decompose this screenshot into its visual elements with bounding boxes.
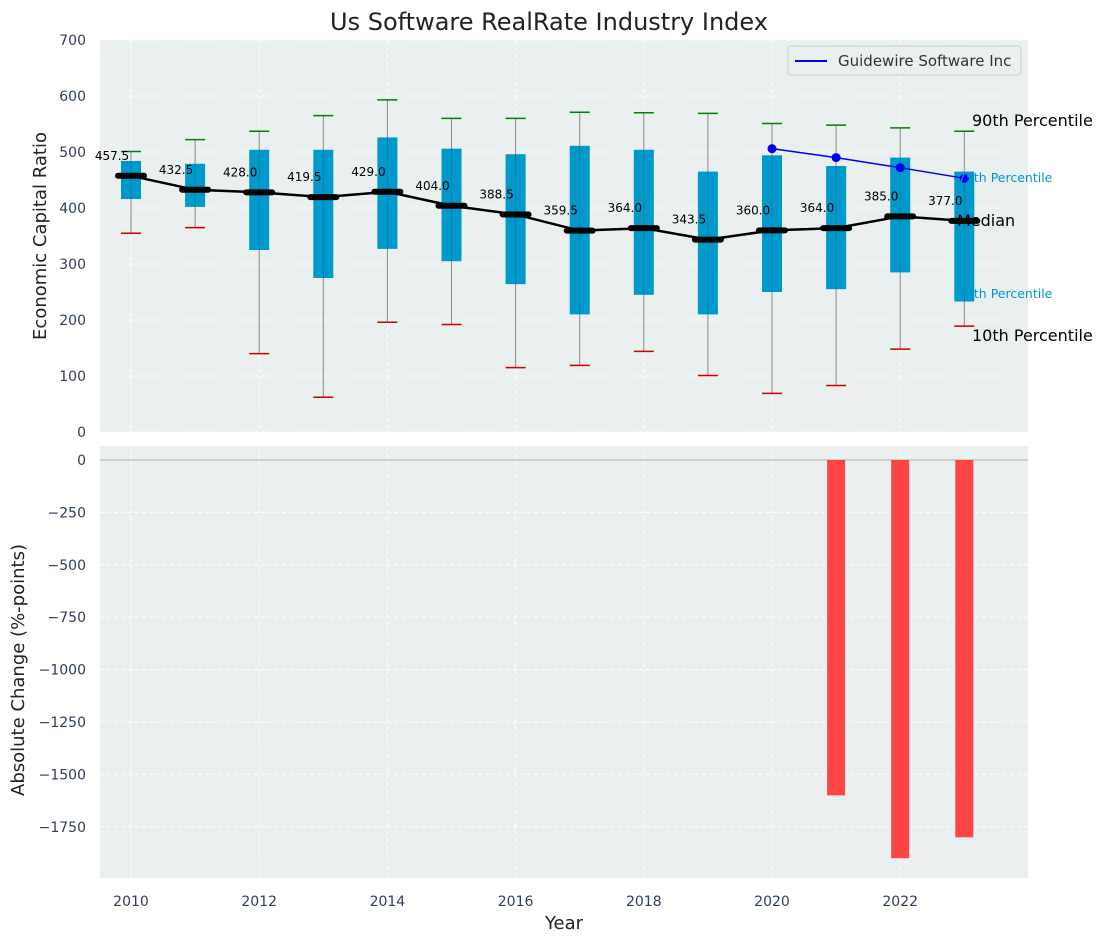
median-label: Median (957, 211, 1015, 230)
bottom-y-tick-label: −250 (48, 505, 86, 521)
median-value-label: 377.0 (928, 194, 962, 208)
x-tick-label: 2014 (370, 894, 406, 910)
median-value-label: 457.5 (95, 149, 129, 163)
bottom-y-tick-label: 0 (77, 453, 86, 469)
company-line (771, 147, 965, 180)
bottom-y-tick-label: −500 (48, 558, 86, 574)
x-tick-label: 2012 (241, 894, 277, 910)
bottom-y-tick-label: −750 (48, 610, 86, 626)
median-value-label: 343.5 (672, 213, 706, 227)
median-value-label: 432.5 (159, 163, 193, 177)
top-y-tick-label: 500 (59, 145, 86, 161)
legend-company-name: Guidewire Software Inc (838, 52, 1011, 70)
bottom-y-ticks: 0 −250 −500 −750 −1000 −1250 −1500 −1750 (39, 453, 86, 836)
median-value-label: 385.0 (864, 189, 898, 203)
median-value-label: 428.0 (223, 165, 257, 179)
bottom-y-tick-label: −1500 (39, 767, 86, 783)
change-bars (827, 460, 974, 859)
company-series (767, 144, 969, 183)
legend: Guidewire Software Inc (787, 45, 1022, 76)
top-y-tick-label: 400 (59, 201, 86, 217)
change-bar (891, 460, 910, 859)
x-tick-label: 2020 (754, 894, 790, 910)
x-ticks: 2010 2012 2014 2016 2018 2020 2022 (113, 894, 918, 910)
top-plot-area (100, 40, 1028, 432)
x-tick-label: 2022 (882, 894, 918, 910)
median-value-label: 419.5 (287, 170, 321, 184)
median-value-label: 360.0 (736, 203, 770, 217)
change-bar (827, 460, 846, 796)
bottom-plot-area (100, 446, 1028, 878)
top-y-tick-label: 300 (59, 257, 86, 273)
percentile-labels: 90th Percentile 75th Percentile Median 2… (957, 111, 1093, 345)
median-value-label: 429.0 (351, 165, 385, 179)
top-y-tick-label: 700 (59, 33, 86, 49)
bottom-grid (100, 446, 1028, 878)
top-y-tick-label: 0 (77, 425, 86, 441)
bottom-y-axis-label: Absolute Change (%-points) (8, 544, 29, 796)
bottom-y-tick-label: −1250 (39, 715, 86, 731)
top-y-axis-label: Economic Capital Ratio (30, 132, 51, 340)
p10-label: 10th Percentile (972, 326, 1093, 345)
median-value-label: 364.0 (608, 201, 642, 215)
company-point (959, 173, 969, 183)
median-value-label: 364.0 (800, 201, 834, 215)
p75-label: 75th Percentile (958, 170, 1053, 185)
p90-label: 90th Percentile (972, 111, 1093, 130)
change-bar (955, 460, 974, 838)
median-value-label: 359.5 (544, 204, 578, 218)
top-y-tick-label: 100 (59, 369, 86, 385)
median-value-label: 404.0 (415, 179, 449, 193)
x-tick-label: 2010 (113, 894, 149, 910)
company-point (831, 153, 841, 163)
company-point (767, 144, 777, 154)
company-point (895, 163, 905, 173)
x-tick-label: 2016 (498, 894, 534, 910)
median-value-label: 388.5 (479, 187, 513, 201)
legend-box (787, 45, 1022, 76)
median-series: 457.5 432.5 428.0 419.5 429.0 404.0 388.5 359.5… (95, 149, 981, 243)
bottom-y-tick-label: −1000 (39, 663, 86, 679)
x-tick-label: 2018 (626, 894, 662, 910)
chart-title: Us Software RealRate Industry Index (330, 8, 768, 36)
x-axis-label: Year (544, 913, 584, 934)
top-y-tick-label: 200 (59, 313, 86, 329)
top-y-tick-label: 600 (59, 89, 86, 105)
p25-label: 25th Percentile (958, 286, 1053, 301)
top-y-ticks: 0 100 200 300 400 500 600 700 (59, 33, 86, 441)
bottom-y-tick-label: −1750 (39, 820, 86, 836)
